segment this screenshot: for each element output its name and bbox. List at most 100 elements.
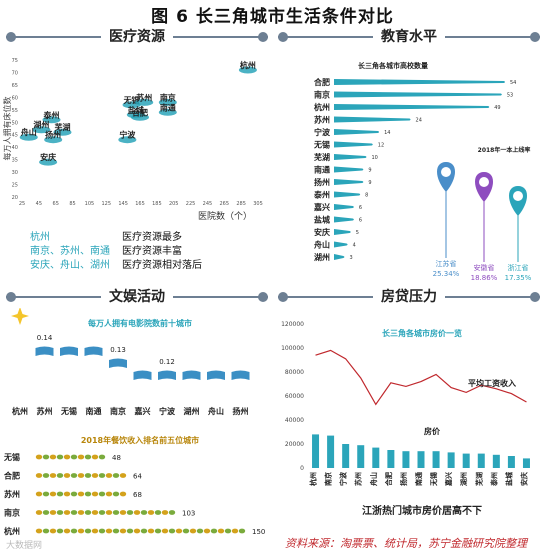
entertainment-chart: 每万人拥有电影院数前十城市0.17杭州0.14苏州无锡南通0.13南京嘉兴0.1… [3, 308, 265, 536]
y-tick-label: 40000 [285, 417, 304, 424]
coin-icon [56, 510, 64, 515]
value-label: 49 [494, 105, 500, 111]
x-tick-label: 225 [186, 201, 196, 207]
x-tick-label: 芜湖 [474, 472, 483, 486]
x-tick-label: 125 [102, 201, 112, 207]
category-label: 宁波 [314, 127, 331, 137]
coin-icon [238, 528, 246, 534]
coin-icon [154, 528, 162, 534]
cinema-ticket-icon [158, 370, 176, 380]
cinema-ticket-icon [231, 370, 250, 380]
category-label: 安庆 [314, 227, 330, 237]
coin-icon [63, 510, 71, 515]
x-tick-label: 苏州 [354, 472, 363, 486]
coin-icon [168, 510, 176, 515]
coin-icon [175, 528, 183, 534]
coin-icon [49, 473, 57, 478]
bar [447, 452, 455, 468]
coin-icon [77, 510, 85, 515]
watermark: 大数据网 [6, 541, 43, 551]
bar [334, 166, 364, 173]
section-header-education: 教育水平 [278, 24, 540, 48]
chart-title: 2018年餐饮收入排名前五位城市 [81, 435, 199, 445]
y-tick-label: 40 [12, 145, 18, 151]
x-tick-label: 嘉兴 [444, 472, 453, 487]
bar [334, 141, 373, 148]
scatter-point [53, 128, 72, 136]
coin-icon [98, 528, 106, 534]
coin-icon [154, 510, 162, 515]
coin-icon [147, 528, 155, 534]
chart-title: 长三角各城市高校数量 [358, 61, 428, 70]
coin-icon [105, 510, 113, 515]
bar [334, 241, 348, 248]
coin-icon [35, 491, 43, 497]
category-label: 盐城 [314, 215, 330, 225]
x-tick-label: 205 [169, 201, 179, 207]
chart-title: 每万人拥有电影院数前十城市 [88, 318, 192, 328]
coin-icon [161, 510, 169, 515]
coin-icon [182, 528, 190, 534]
x-tick-label: 25 [19, 201, 25, 207]
coin-icon [49, 491, 57, 497]
city-label: 无锡 [60, 406, 77, 416]
x-tick-label: 145 [118, 201, 128, 207]
scatter-point [158, 98, 177, 106]
value-label: 6 [359, 218, 362, 224]
y-tick-label: 20000 [285, 441, 304, 448]
x-tick-label: 245 [203, 201, 213, 207]
bar [334, 104, 490, 110]
value-label: 54 [510, 80, 516, 86]
city-label: 南京 [110, 406, 126, 416]
y-tick-label: 60000 [285, 393, 304, 400]
coin-icon [84, 510, 92, 515]
y-tick-label: 100000 [281, 345, 304, 352]
y-tick-label: 65 [12, 83, 18, 89]
y-tick-label: 55 [12, 108, 18, 114]
coin-icon [35, 473, 43, 478]
coin-icon [217, 528, 225, 534]
coin-icon [133, 510, 141, 515]
value-label: 9 [368, 168, 371, 174]
cinema-ticket-icon [182, 370, 201, 380]
bar [387, 450, 395, 468]
x-tick-label: 湖州 [459, 472, 468, 486]
point-label: 安庆 [40, 152, 56, 162]
bar [357, 445, 365, 468]
x-tick-label: 泰州 [489, 472, 498, 487]
x-tick-label: 305 [253, 201, 263, 207]
cinema-ticket-icon [207, 370, 225, 380]
category-label: 苏州 [314, 115, 330, 125]
coin-icon [42, 473, 50, 478]
coin-icon [42, 454, 50, 460]
coin-icon [119, 528, 127, 534]
category-label: 合肥 [313, 77, 330, 87]
value-label: 64 [133, 473, 142, 481]
value-label: 0.14 [37, 334, 53, 342]
coin-icon [84, 528, 92, 534]
scatter-point [135, 98, 154, 106]
coin-icon [63, 528, 71, 534]
y-tick-label: 25 [12, 183, 18, 189]
province-label: 江苏省 [436, 259, 457, 268]
rate-label: 17.35% [505, 274, 532, 280]
point-label: 杭州 [240, 60, 256, 70]
x-tick-label: 南京 [324, 472, 333, 486]
point-label: 芜湖 [54, 122, 70, 132]
coin-icon [168, 528, 176, 534]
coin-icon [126, 528, 134, 534]
bar [312, 434, 320, 468]
category-label: 合肥 [3, 471, 20, 481]
bar [334, 116, 411, 123]
point-label: 南通 [160, 102, 176, 112]
value-label: 48 [112, 454, 121, 462]
coin-icon [126, 510, 134, 515]
coin-icon [84, 454, 92, 460]
x-tick-label: 宁波 [339, 471, 348, 486]
medical-legend-row-2: 南京、苏州、南通 医疗资源丰富 [30, 242, 182, 257]
legend-line-label: 平均工资收入 [468, 378, 516, 388]
x-tick-label: 165 [135, 201, 145, 207]
x-tick-label: 扬州 [399, 472, 408, 486]
